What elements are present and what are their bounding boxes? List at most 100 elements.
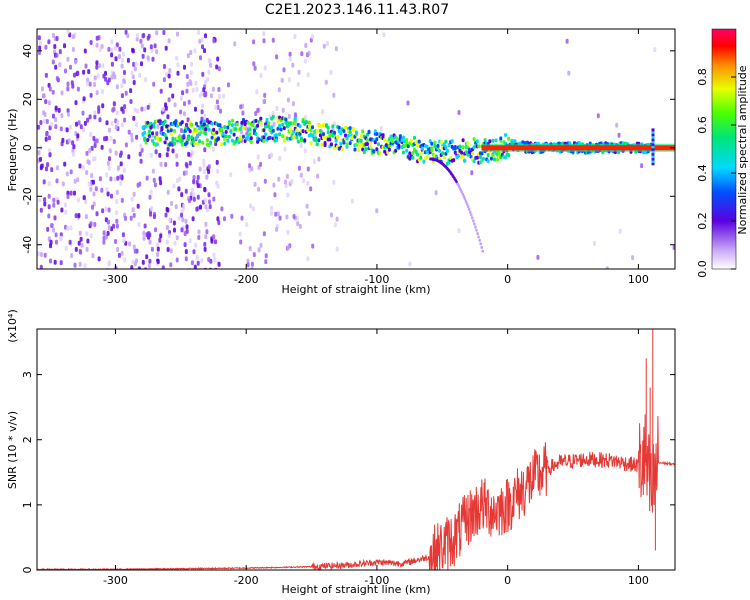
signal-cell	[204, 131, 208, 136]
noise-cell	[74, 100, 78, 106]
snr-frame	[36, 328, 676, 571]
signal-cell	[220, 142, 223, 147]
noise-cell	[151, 56, 155, 62]
signal-cell	[375, 147, 379, 152]
noise-cell	[262, 31, 266, 37]
noise-cell	[196, 175, 200, 180]
signal-cell	[367, 129, 371, 134]
snr-x-label: Height of straight line (km)	[281, 583, 430, 596]
noise-cell	[296, 221, 300, 227]
noise-cell	[292, 214, 296, 219]
signal-spike-cell	[651, 150, 655, 154]
noise-cell	[202, 169, 206, 175]
signal-cell	[355, 130, 358, 135]
noise-cell	[47, 204, 51, 210]
signal-tail-cell	[462, 195, 466, 199]
signal-cell	[268, 135, 272, 140]
noise-cell	[136, 108, 140, 114]
noise-cell	[76, 133, 80, 139]
signal-cell	[165, 136, 169, 141]
noise-cell	[171, 148, 175, 154]
noise-cell	[286, 245, 290, 251]
noise-cell	[66, 86, 70, 92]
noise-cell	[119, 161, 123, 167]
noise-cell	[115, 210, 119, 216]
noise-cell	[210, 238, 214, 244]
noise-cell	[192, 175, 196, 180]
noise-cell	[132, 213, 136, 218]
signal-cell	[163, 132, 167, 137]
noise-cell	[74, 246, 78, 252]
noise-cell	[219, 108, 222, 114]
noise-cell	[193, 48, 197, 54]
noise-cell	[175, 55, 179, 61]
noise-cell	[596, 113, 600, 119]
noise-cell	[203, 246, 207, 252]
noise-cell	[615, 122, 619, 128]
noise-cell	[296, 81, 300, 87]
noise-cell	[177, 186, 181, 192]
signal-cell	[285, 136, 289, 141]
signal-tail-cell	[467, 207, 471, 211]
noise-cell	[76, 86, 80, 92]
noise-cell	[50, 167, 54, 173]
signal-cell	[205, 138, 209, 143]
noise-cell	[275, 54, 279, 60]
signal-cell	[447, 143, 451, 148]
signal-cell	[430, 148, 434, 153]
noise-cell	[120, 63, 124, 69]
signal-tail-cell	[473, 222, 476, 226]
noise-cell	[240, 215, 244, 221]
noise-cell	[172, 220, 176, 226]
snr-series-layer	[37, 329, 675, 570]
noise-cell	[115, 189, 119, 195]
noise-cell	[72, 151, 75, 157]
noise-cell	[434, 190, 438, 196]
noise-cell	[117, 252, 121, 258]
noise-cell	[66, 226, 70, 231]
noise-cell	[69, 169, 73, 175]
noise-cell	[187, 151, 191, 157]
signal-cell	[152, 124, 156, 129]
signal-cell	[224, 129, 228, 134]
noise-cell	[216, 183, 220, 189]
noise-cell	[86, 117, 90, 123]
snr-series-line	[37, 414, 675, 570]
signal-cell	[307, 124, 311, 129]
noise-cell	[73, 262, 77, 268]
noise-cell	[48, 148, 51, 154]
x-tick-label: -100	[364, 574, 389, 587]
noise-cell	[108, 148, 112, 154]
noise-cell	[335, 246, 339, 252]
noise-cell	[144, 77, 148, 83]
noise-cell	[204, 221, 208, 227]
noise-cell	[283, 146, 287, 152]
signal-tail-cell	[464, 200, 468, 204]
noise-cell	[618, 228, 622, 234]
noise-cell	[196, 194, 200, 200]
signal-cell	[444, 145, 448, 150]
noise-cell	[166, 207, 170, 213]
noise-cell	[148, 258, 152, 264]
noise-cell	[146, 55, 150, 61]
noise-cell	[178, 176, 182, 182]
noise-cell	[193, 264, 197, 269]
noise-cell	[140, 106, 144, 112]
noise-cell	[127, 154, 131, 160]
noise-cell	[167, 38, 171, 44]
noise-cell	[43, 201, 47, 207]
signal-cell	[320, 142, 324, 147]
noise-cell	[67, 111, 70, 117]
noise-cell	[81, 110, 85, 116]
noise-cell	[123, 117, 127, 123]
noise-cell	[306, 256, 310, 262]
noise-cell	[77, 120, 81, 126]
noise-cell	[133, 107, 137, 113]
noise-cell	[137, 221, 141, 227]
noise-cell	[54, 64, 58, 70]
signal-cell	[433, 140, 437, 145]
noise-cell	[250, 266, 254, 269]
noise-cell	[202, 162, 206, 168]
signal-cell	[372, 149, 376, 154]
noise-cell	[113, 74, 117, 80]
